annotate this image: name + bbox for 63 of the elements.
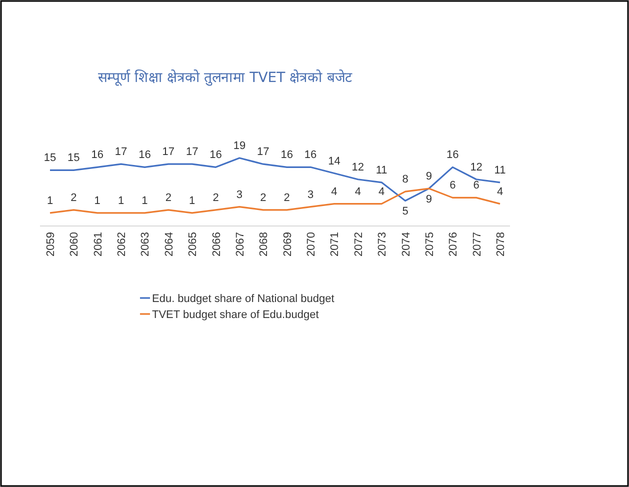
data-label: 2 [284,192,290,204]
x-tick-label: 2071 [329,232,342,256]
data-label: 14 [328,155,340,168]
data-label: 6 [473,180,480,192]
data-label: 19 [233,140,246,152]
x-tick-label: 2078 [495,232,507,256]
data-label: 1 [94,194,100,207]
data-label: 12 [470,161,482,174]
legend-label: TVET budget share of Edu.budget [152,309,319,321]
legend-label: Edu. budget share of National budget [152,293,334,305]
data-label: 17 [114,146,128,158]
x-tick-label: 2064 [163,232,176,256]
data-label: 16 [210,149,222,162]
data-label: 4 [378,186,385,198]
x-tick-label: 2059 [45,232,57,256]
chart-title: सम्पूर्ण शिक्षा क्षेत्रको तुलनामा TVET क्षेत्रको बजेट [98,69,354,86]
data-label: 8 [402,174,408,186]
data-label: 16 [304,149,317,162]
data-label: 1 [142,194,148,207]
x-tick-label: 2069 [282,232,294,256]
data-label: 16 [446,149,459,162]
data-label: 9 [426,194,432,206]
data-label: 9 [426,170,432,183]
x-tick-label: 2073 [376,232,389,256]
data-label: 15 [68,152,80,164]
data-label: 5 [402,206,408,218]
x-tick-label: 2068 [258,232,270,256]
data-label: 4 [496,186,504,198]
data-label: 1 [118,194,124,207]
x-tick-label: 2075 [424,232,436,256]
data-label: 11 [376,164,388,176]
data-label: 17 [186,146,198,158]
data-label: 3 [236,188,243,201]
x-tick-label: 2066 [210,232,223,256]
x-tick-label: 2062 [116,232,128,256]
x-tick-label: 2076 [448,232,460,256]
data-label: 16 [91,149,104,162]
x-tick-label: 2070 [306,232,318,256]
data-label: 11 [494,164,506,176]
x-tick-label: 2060 [68,232,81,256]
data-label: 12 [352,161,364,174]
x-tick-label: 2065 [187,232,200,256]
x-tick-label: 2063 [140,232,152,256]
data-label: 3 [307,188,314,201]
data-label: 15 [44,152,56,164]
data-label: 17 [257,146,270,158]
data-label: 4 [354,186,361,198]
data-label: 16 [138,149,151,162]
data-label: 2 [212,192,219,204]
data-label: 2 [70,192,77,204]
data-label: 6 [450,180,456,192]
data-label: 1 [189,194,196,207]
data-label: 17 [162,146,175,158]
data-label: 1 [46,194,54,207]
x-tick-label: 2067 [234,232,246,256]
x-tick-label: 2061 [92,232,104,256]
x-tick-label: 2072 [352,232,365,256]
x-tick-label: 2077 [471,232,484,256]
data-label: 2 [165,192,172,204]
data-label: 4 [331,186,338,198]
data-label: 16 [280,149,293,162]
data-label: 2 [260,192,266,204]
x-tick-label: 2074 [400,232,412,256]
